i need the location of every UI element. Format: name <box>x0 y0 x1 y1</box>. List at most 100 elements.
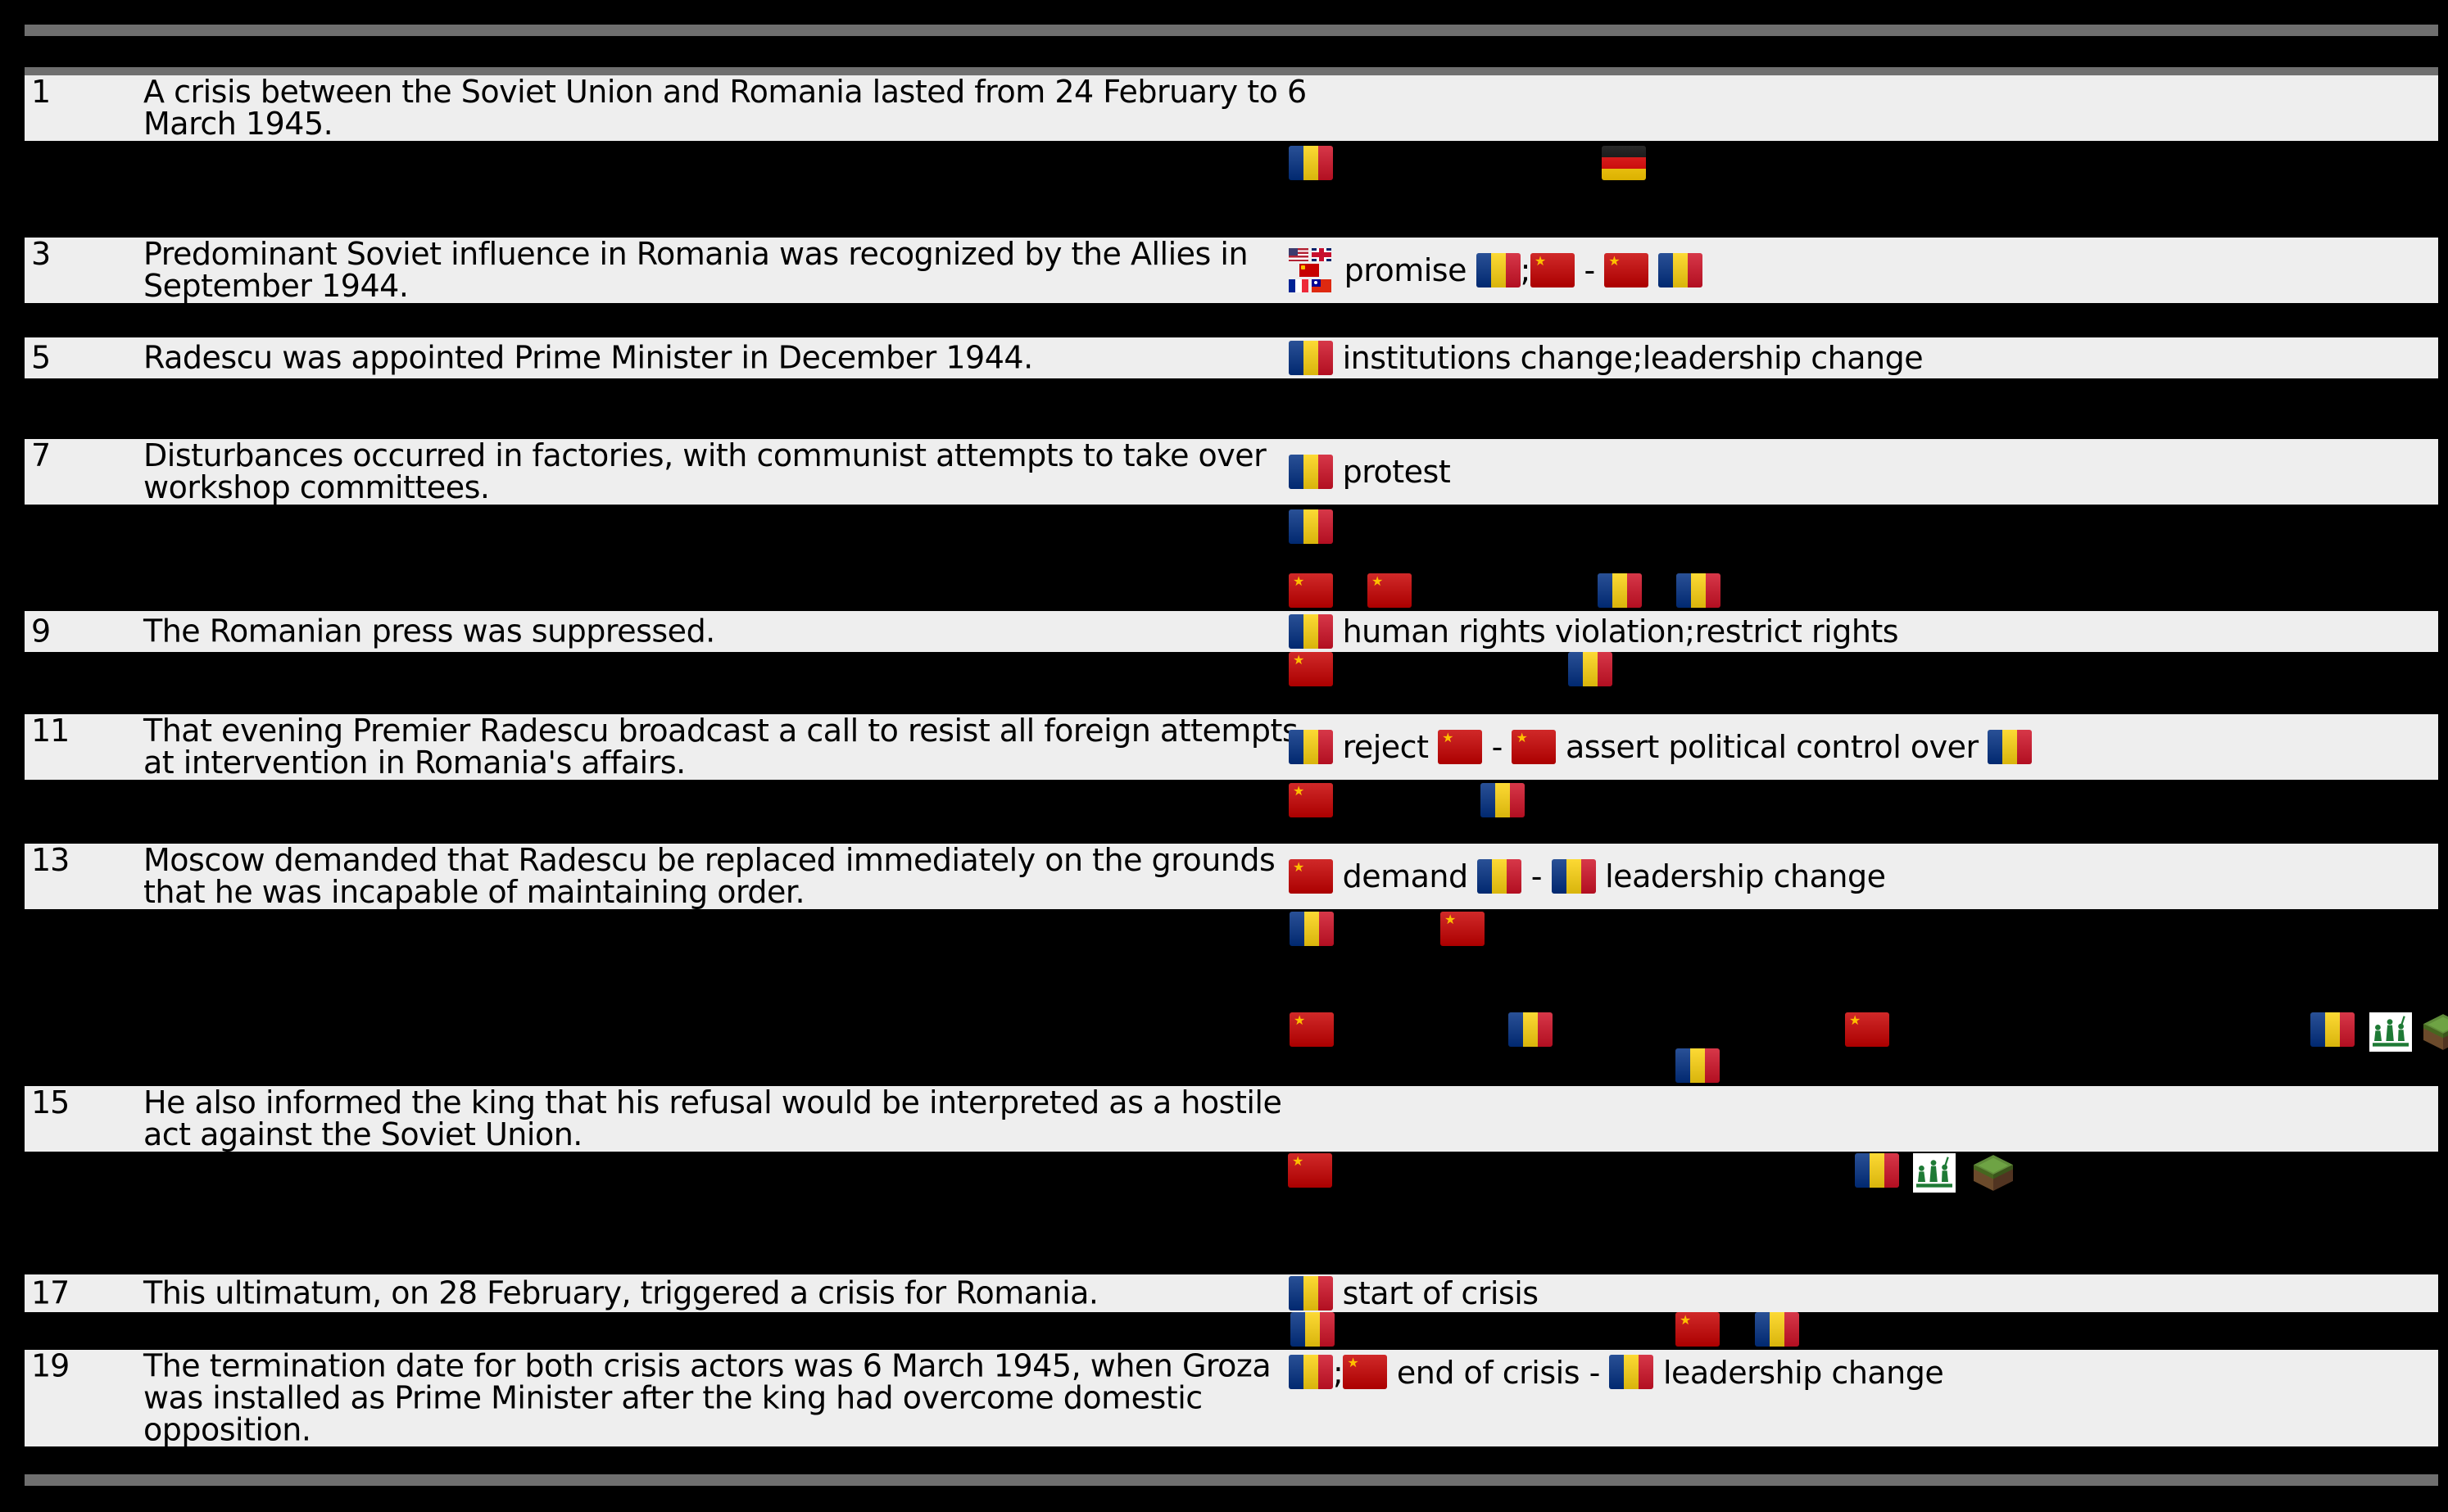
timeline-item <box>1288 1153 1332 1188</box>
timeline-item <box>1290 912 1334 946</box>
annotation-text: demand <box>1333 858 1478 894</box>
timeline-item <box>1289 783 1333 817</box>
annotation-text: ; <box>1520 252 1531 288</box>
sentence-line: that he was incapable of maintaining ord… <box>143 874 805 910</box>
annotation-text: human rights violation;restrict rights <box>1333 613 1899 650</box>
soviet-union-flag-icon <box>1289 859 1333 894</box>
event-annotation: institutions change;leadership change <box>1289 337 1924 378</box>
divider-bar <box>25 1474 2438 1486</box>
sentence-text: This ultimatum, on 28 February, triggere… <box>143 1274 1290 1311</box>
soviet-union-flag-icon <box>1288 1153 1332 1188</box>
annotation-text <box>1648 252 1658 288</box>
row-content: 15 He also informed the king that his ref… <box>25 1087 2438 1151</box>
germany-flag-icon <box>1602 146 1646 180</box>
row-number: 9 <box>31 613 51 650</box>
sentence-line: A crisis between the Soviet Union and Ro… <box>143 74 1307 110</box>
timeline-item <box>2369 1012 2413 1052</box>
row-content: 3 Predominant Soviet influence in Romania… <box>25 238 2438 302</box>
timeline-item <box>1845 1012 1889 1047</box>
romania-flag-icon <box>1598 573 1642 608</box>
event-annotation: reject - assert political control over <box>1289 714 2033 780</box>
table-row: 3 Predominant Soviet influence in Romania… <box>25 238 2438 303</box>
row-number: 15 <box>31 1084 70 1120</box>
sentence-line: Disturbances occurred in factories, with… <box>143 437 1267 473</box>
soviet-union-flag-icon <box>1289 652 1333 686</box>
romania-flag-icon <box>1508 1012 1553 1047</box>
timeline-item <box>1675 1312 1720 1347</box>
romania-flag-icon <box>1480 783 1525 817</box>
soviet-union-flag-icon <box>1440 912 1485 946</box>
row-content: 1 A crisis between the Soviet Union and R… <box>25 76 2438 140</box>
soviet-union-flag-icon <box>1289 783 1333 817</box>
sentence-text: Disturbances occurred in factories, with… <box>143 440 1290 504</box>
sentence-line: workshop committees. <box>143 469 490 505</box>
row-number: 11 <box>31 713 70 749</box>
romania-flag-icon <box>1609 1355 1654 1389</box>
romania-flag-icon <box>1290 912 1334 946</box>
timeline-item <box>1755 1312 1799 1347</box>
annotation-text: ; <box>1333 1355 1344 1391</box>
soviet-union-flag-icon <box>1530 253 1575 287</box>
annotation-text: protest <box>1333 454 1451 490</box>
sentence-line: Radescu was appointed Prime Minister in … <box>143 339 1033 376</box>
annotation-text: leadership change <box>1595 858 1886 894</box>
sentence-text: That evening Premier Radescu broadcast a… <box>143 713 1299 779</box>
row-content: 11 That evening Premier Radescu broadcast… <box>25 715 2438 779</box>
table-row: 19 The termination date for both crisis a… <box>25 1350 2438 1446</box>
soviet-union-flag-icon <box>1604 253 1649 287</box>
sentence-line: March 1945. <box>143 106 333 142</box>
romania-flag-icon <box>1289 1276 1333 1311</box>
soviet-union-flag-icon <box>1290 1012 1334 1047</box>
soviet-union-flag-icon <box>1343 1355 1388 1389</box>
romania-flag-icon <box>1657 253 1702 287</box>
timeline-item <box>1289 573 1333 608</box>
row-content: 5 Radescu was appointed Prime Minister in… <box>25 342 2438 374</box>
grass-block-icon <box>1971 1153 2015 1193</box>
romania-flag-icon <box>1290 1312 1335 1347</box>
annotation-text: end of crisis - <box>1387 1355 1610 1391</box>
sentence-text: Predominant Soviet influence in Romania … <box>143 238 1290 302</box>
timeline-item <box>1480 783 1525 817</box>
timeline-item <box>1290 1012 1334 1047</box>
annotation-text: assert political control over <box>1556 729 1988 765</box>
timeline-item <box>1289 652 1333 686</box>
romania-flag-icon <box>2310 1012 2355 1047</box>
sentence-text: Moscow demanded that Radescu be replaced… <box>143 844 1290 908</box>
row-content: 13 Moscow demanded that Radescu be replac… <box>25 844 2438 908</box>
annotation-text: - <box>1521 858 1552 894</box>
romania-flag-icon <box>1855 1153 1899 1188</box>
romania-flag-icon <box>1568 652 1612 686</box>
table-row: 13 Moscow demanded that Radescu be replac… <box>25 844 2438 909</box>
sentence-line: That evening Premier Radescu broadcast a… <box>143 713 1299 749</box>
sentence-line: Moscow demanded that Radescu be replaced… <box>143 842 1276 878</box>
soldiers-icon <box>1912 1153 1956 1193</box>
table-row: 9 The Romanian press was suppressed. huma… <box>25 611 2438 652</box>
china-flag-icon <box>1312 278 1331 292</box>
row-number: 19 <box>31 1347 70 1384</box>
timeline-item <box>1568 652 1612 686</box>
romania-flag-icon <box>1289 614 1333 649</box>
us-flag-icon <box>1289 247 1308 261</box>
soviet-union-flag-icon <box>1512 730 1557 764</box>
sentence-text: A crisis between the Soviet Union and Ro… <box>143 74 1307 142</box>
sentence-line: The Romanian press was suppressed. <box>143 613 715 650</box>
timeline-item <box>1598 573 1642 608</box>
romania-flag-icon <box>1289 341 1333 375</box>
timeline-item <box>1290 1312 1335 1347</box>
soldiers-icon <box>2369 1012 2413 1052</box>
sentence-text: He also informed the king that his refus… <box>143 1087 1290 1151</box>
romania-flag-icon <box>1477 859 1522 894</box>
event-annotation: start of crisis <box>1289 1274 1539 1312</box>
row-number: 3 <box>31 236 51 272</box>
timeline-item <box>2421 1012 2448 1052</box>
row-number: 13 <box>31 842 70 878</box>
romania-flag-icon <box>1755 1312 1799 1347</box>
soviet-union-flag-icon <box>1675 1312 1720 1347</box>
row-number: 5 <box>31 339 51 376</box>
romania-flag-icon <box>1675 1048 1720 1083</box>
sentence-line: This ultimatum, on 28 February, triggere… <box>143 1274 1099 1311</box>
annotation-text: promise <box>1335 252 1476 288</box>
timeline-item <box>1440 912 1485 946</box>
divider-bar <box>25 25 2438 36</box>
